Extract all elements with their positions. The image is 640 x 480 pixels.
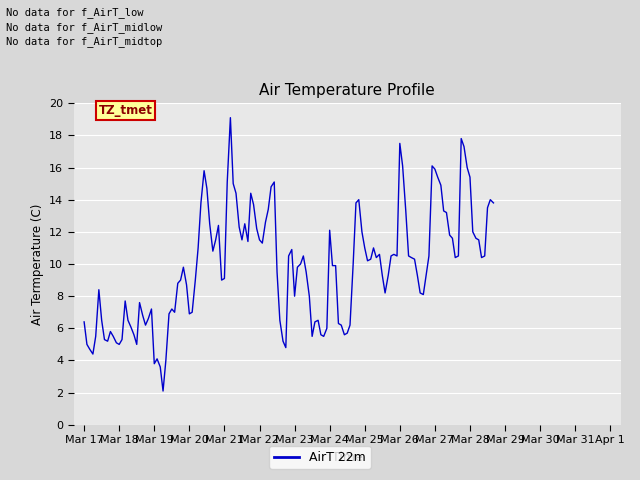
X-axis label: Time: Time	[332, 451, 363, 464]
Text: TZ_tmet: TZ_tmet	[99, 104, 152, 117]
Title: Air Temperature Profile: Air Temperature Profile	[259, 83, 435, 98]
Text: No data for f_AirT_midlow: No data for f_AirT_midlow	[6, 22, 163, 33]
Y-axis label: Air Termperature (C): Air Termperature (C)	[31, 204, 44, 324]
Text: No data for f_AirT_low: No data for f_AirT_low	[6, 7, 144, 18]
Text: No data for f_AirT_midtop: No data for f_AirT_midtop	[6, 36, 163, 47]
Legend: AirT 22m: AirT 22m	[269, 446, 371, 469]
